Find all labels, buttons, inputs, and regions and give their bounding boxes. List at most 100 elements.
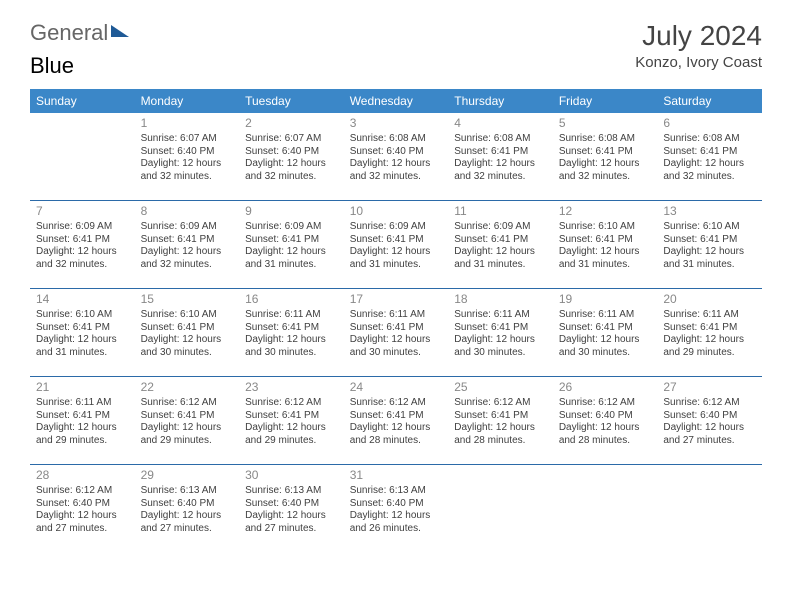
sunrise-line: Sunrise: 6:11 AM <box>350 309 443 322</box>
calendar-day-cell: 17Sunrise: 6:11 AMSunset: 6:41 PMDayligh… <box>344 289 449 377</box>
sunset-line: Sunset: 6:41 PM <box>245 234 338 247</box>
sunrise-line: Sunrise: 6:11 AM <box>454 309 547 322</box>
day-number: 3 <box>350 116 443 131</box>
daylight-line: Daylight: 12 hours and 26 minutes. <box>350 510 443 535</box>
calendar-day-cell <box>30 113 135 201</box>
sunrise-line: Sunrise: 6:07 AM <box>141 133 234 146</box>
daylight-line: Daylight: 12 hours and 32 minutes. <box>454 158 547 183</box>
calendar-day-cell: 1Sunrise: 6:07 AMSunset: 6:40 PMDaylight… <box>135 113 240 201</box>
day-number: 5 <box>559 116 652 131</box>
calendar-day-cell: 26Sunrise: 6:12 AMSunset: 6:40 PMDayligh… <box>553 377 658 465</box>
day-number: 9 <box>245 204 338 219</box>
brand-word-1: General <box>30 20 108 46</box>
sunrise-line: Sunrise: 6:12 AM <box>663 397 756 410</box>
sunset-line: Sunset: 6:41 PM <box>559 234 652 247</box>
sunrise-line: Sunrise: 6:13 AM <box>350 485 443 498</box>
daylight-line: Daylight: 12 hours and 29 minutes. <box>141 422 234 447</box>
calendar-day-cell <box>553 465 658 553</box>
weekday-header: Wednesday <box>344 89 449 113</box>
sunset-line: Sunset: 6:41 PM <box>559 146 652 159</box>
calendar-day-cell: 23Sunrise: 6:12 AMSunset: 6:41 PMDayligh… <box>239 377 344 465</box>
sunset-line: Sunset: 6:40 PM <box>350 498 443 511</box>
day-number: 24 <box>350 380 443 395</box>
calendar-table: SundayMondayTuesdayWednesdayThursdayFrid… <box>30 89 762 552</box>
calendar-day-cell: 7Sunrise: 6:09 AMSunset: 6:41 PMDaylight… <box>30 201 135 289</box>
sunrise-line: Sunrise: 6:11 AM <box>663 309 756 322</box>
daylight-line: Daylight: 12 hours and 31 minutes. <box>36 334 129 359</box>
daylight-line: Daylight: 12 hours and 31 minutes. <box>559 246 652 271</box>
sunset-line: Sunset: 6:40 PM <box>350 146 443 159</box>
sunset-line: Sunset: 6:40 PM <box>245 498 338 511</box>
calendar-day-cell: 27Sunrise: 6:12 AMSunset: 6:40 PMDayligh… <box>657 377 762 465</box>
weekday-header-row: SundayMondayTuesdayWednesdayThursdayFrid… <box>30 89 762 113</box>
sunset-line: Sunset: 6:41 PM <box>454 234 547 247</box>
day-number: 7 <box>36 204 129 219</box>
sunset-line: Sunset: 6:40 PM <box>559 410 652 423</box>
calendar-day-cell: 21Sunrise: 6:11 AMSunset: 6:41 PMDayligh… <box>30 377 135 465</box>
calendar-day-cell: 28Sunrise: 6:12 AMSunset: 6:40 PMDayligh… <box>30 465 135 553</box>
sunset-line: Sunset: 6:41 PM <box>350 234 443 247</box>
calendar-day-cell: 29Sunrise: 6:13 AMSunset: 6:40 PMDayligh… <box>135 465 240 553</box>
day-number: 12 <box>559 204 652 219</box>
daylight-line: Daylight: 12 hours and 30 minutes. <box>141 334 234 359</box>
calendar-day-cell: 20Sunrise: 6:11 AMSunset: 6:41 PMDayligh… <box>657 289 762 377</box>
sunset-line: Sunset: 6:41 PM <box>141 234 234 247</box>
sunrise-line: Sunrise: 6:11 AM <box>245 309 338 322</box>
daylight-line: Daylight: 12 hours and 29 minutes. <box>663 334 756 359</box>
daylight-line: Daylight: 12 hours and 28 minutes. <box>559 422 652 447</box>
daylight-line: Daylight: 12 hours and 30 minutes. <box>350 334 443 359</box>
calendar-page: General July 2024 Konzo, Ivory Coast Blu… <box>0 0 792 572</box>
sunset-line: Sunset: 6:41 PM <box>36 322 129 335</box>
day-number: 14 <box>36 292 129 307</box>
day-number: 6 <box>663 116 756 131</box>
daylight-line: Daylight: 12 hours and 28 minutes. <box>454 422 547 447</box>
daylight-line: Daylight: 12 hours and 29 minutes. <box>245 422 338 447</box>
sunrise-line: Sunrise: 6:11 AM <box>559 309 652 322</box>
daylight-line: Daylight: 12 hours and 31 minutes. <box>663 246 756 271</box>
day-number: 8 <box>141 204 234 219</box>
sunset-line: Sunset: 6:41 PM <box>454 322 547 335</box>
sunrise-line: Sunrise: 6:10 AM <box>36 309 129 322</box>
day-number: 15 <box>141 292 234 307</box>
daylight-line: Daylight: 12 hours and 32 minutes. <box>559 158 652 183</box>
sunset-line: Sunset: 6:40 PM <box>141 498 234 511</box>
day-number: 28 <box>36 468 129 483</box>
brand-logo: General <box>30 20 129 46</box>
day-number: 18 <box>454 292 547 307</box>
calendar-day-cell: 9Sunrise: 6:09 AMSunset: 6:41 PMDaylight… <box>239 201 344 289</box>
calendar-week-row: 21Sunrise: 6:11 AMSunset: 6:41 PMDayligh… <box>30 377 762 465</box>
day-number: 17 <box>350 292 443 307</box>
calendar-day-cell: 10Sunrise: 6:09 AMSunset: 6:41 PMDayligh… <box>344 201 449 289</box>
sunset-line: Sunset: 6:41 PM <box>559 322 652 335</box>
sunrise-line: Sunrise: 6:12 AM <box>559 397 652 410</box>
weekday-header: Tuesday <box>239 89 344 113</box>
day-number: 13 <box>663 204 756 219</box>
location-label: Konzo, Ivory Coast <box>635 54 762 71</box>
sunrise-line: Sunrise: 6:08 AM <box>663 133 756 146</box>
sunset-line: Sunset: 6:41 PM <box>454 146 547 159</box>
day-number: 29 <box>141 468 234 483</box>
sunset-line: Sunset: 6:41 PM <box>36 410 129 423</box>
calendar-week-row: 1Sunrise: 6:07 AMSunset: 6:40 PMDaylight… <box>30 113 762 201</box>
sunrise-line: Sunrise: 6:11 AM <box>36 397 129 410</box>
calendar-day-cell: 12Sunrise: 6:10 AMSunset: 6:41 PMDayligh… <box>553 201 658 289</box>
sunrise-line: Sunrise: 6:13 AM <box>141 485 234 498</box>
sunrise-line: Sunrise: 6:10 AM <box>663 221 756 234</box>
daylight-line: Daylight: 12 hours and 32 minutes. <box>141 246 234 271</box>
day-number: 4 <box>454 116 547 131</box>
day-number: 30 <box>245 468 338 483</box>
calendar-week-row: 28Sunrise: 6:12 AMSunset: 6:40 PMDayligh… <box>30 465 762 553</box>
calendar-day-cell: 25Sunrise: 6:12 AMSunset: 6:41 PMDayligh… <box>448 377 553 465</box>
sunset-line: Sunset: 6:41 PM <box>245 410 338 423</box>
sunset-line: Sunset: 6:41 PM <box>245 322 338 335</box>
sunrise-line: Sunrise: 6:09 AM <box>245 221 338 234</box>
sunrise-line: Sunrise: 6:09 AM <box>141 221 234 234</box>
daylight-line: Daylight: 12 hours and 27 minutes. <box>663 422 756 447</box>
sunrise-line: Sunrise: 6:12 AM <box>454 397 547 410</box>
daylight-line: Daylight: 12 hours and 31 minutes. <box>454 246 547 271</box>
daylight-line: Daylight: 12 hours and 32 minutes. <box>245 158 338 183</box>
sunrise-line: Sunrise: 6:08 AM <box>454 133 547 146</box>
calendar-day-cell: 13Sunrise: 6:10 AMSunset: 6:41 PMDayligh… <box>657 201 762 289</box>
daylight-line: Daylight: 12 hours and 28 minutes. <box>350 422 443 447</box>
sunset-line: Sunset: 6:41 PM <box>350 410 443 423</box>
